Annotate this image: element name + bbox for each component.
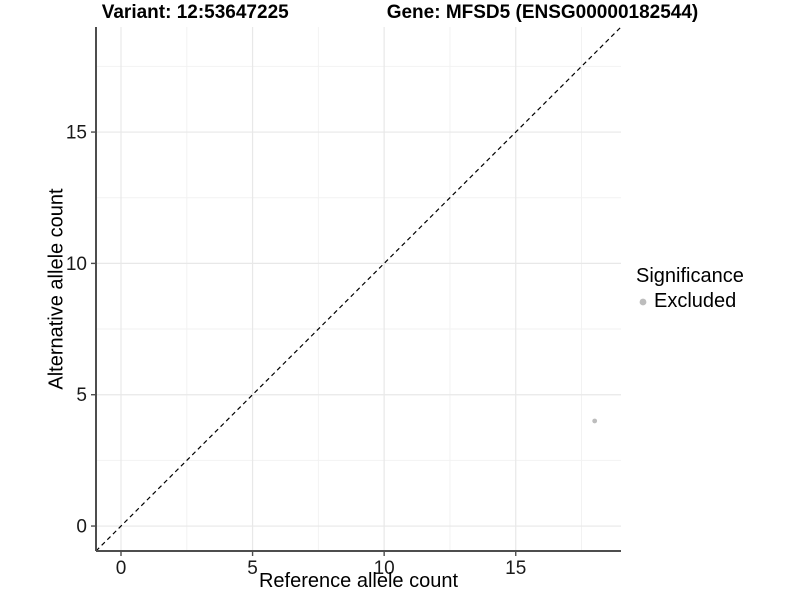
x-tick-label: 10 <box>374 558 395 579</box>
legend-point-icon <box>639 298 647 305</box>
identity-line <box>95 26 622 552</box>
x-tick-label: 15 <box>505 558 526 579</box>
x-tick-label: 0 <box>116 558 127 579</box>
legend: Significance Excluded <box>636 265 744 313</box>
axes: 0 5 10 15 0 5 10 15 <box>66 27 621 579</box>
plot-title: Variant: 12:53647225 Gene: MFSD5 (ENSG00… <box>0 2 800 24</box>
identity-reference-line <box>95 26 622 552</box>
data-point <box>592 418 598 424</box>
x-axis-title: Reference allele count <box>258 570 458 592</box>
legend-entry-label: Excluded <box>654 290 737 312</box>
legend-point-glyph <box>639 298 647 305</box>
legend-title: Significance <box>636 265 744 287</box>
plot-title-gene: Gene: MFSD5 (ENSG00000182544) <box>386 2 699 23</box>
y-tick-label: 0 <box>76 517 87 538</box>
y-tick-label: 15 <box>66 123 87 144</box>
data-points <box>592 418 598 424</box>
legend-entry-excluded: Excluded <box>636 290 744 313</box>
y-tick-label: 10 <box>66 254 87 275</box>
y-tick-label: 5 <box>76 385 87 406</box>
x-tick-label: 5 <box>247 558 258 579</box>
gridlines <box>96 27 621 551</box>
y-axis-title: Alternative allele count <box>45 188 68 390</box>
plot-title-variant: Variant: 12:53647225 <box>101 2 289 23</box>
